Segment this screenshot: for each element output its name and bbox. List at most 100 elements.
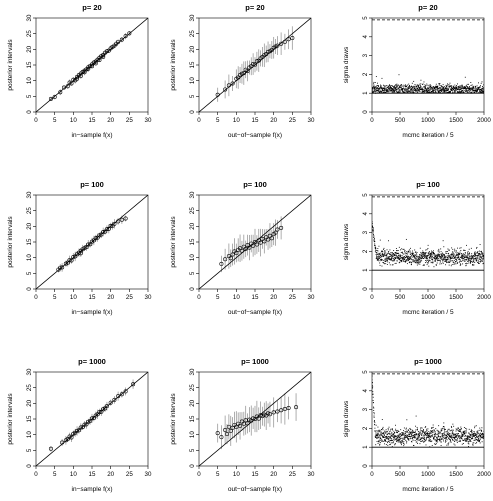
sigma-draw: [402, 435, 404, 437]
sigma-draw: [471, 431, 473, 433]
sigma-draw: [384, 436, 386, 438]
sigma-draw: [453, 89, 454, 91]
sigma-draw: [388, 439, 389, 441]
sigma-draw: [426, 262, 428, 264]
sigma-draw: [465, 89, 467, 91]
sigma-draw: [440, 89, 441, 91]
sigma-draw: [412, 87, 414, 89]
sigma-draw: [375, 434, 377, 436]
sigma-draw: [442, 259, 444, 261]
sigma-draw: [475, 258, 477, 260]
sigma-draw: [440, 441, 442, 443]
sigma-draw: [374, 420, 375, 421]
sigma-draw: [466, 90, 468, 92]
sigma-draw: [469, 255, 471, 257]
posterior-mean-point: [225, 432, 230, 437]
sigma-draw: [406, 86, 407, 87]
sigma-draw: [478, 262, 480, 264]
sigma-draw: [403, 257, 405, 259]
sigma-draw: [480, 433, 482, 435]
sigma-draw: [439, 89, 441, 91]
sigma-draw: [403, 253, 405, 255]
sigma-draw: [409, 254, 411, 255]
sigma-draw: [451, 252, 453, 254]
sigma-draw: [465, 438, 466, 440]
sigma-draw: [407, 89, 409, 91]
sigma-draw: [467, 260, 469, 261]
y-tick-label: 10: [26, 77, 33, 84]
sigma-draw: [422, 440, 424, 442]
x-axis-label: mcmc iteration / 5: [402, 309, 454, 316]
sigma-draw: [384, 436, 386, 438]
sigma-draw: [404, 432, 406, 434]
posterior-mean-point: [271, 410, 276, 415]
sigma-draw: [387, 258, 389, 260]
sigma-draw: [406, 419, 408, 421]
sigma-draw: [402, 442, 404, 444]
x-tick-label: 20: [107, 294, 114, 301]
sigma-draw: [475, 433, 477, 435]
sigma-draw: [460, 426, 462, 428]
sigma-draw: [459, 441, 461, 442]
y-tick-label: 3: [362, 407, 369, 411]
sigma-draw: [474, 254, 476, 256]
sigma-draw: [442, 255, 444, 257]
sigma-draw: [375, 436, 377, 438]
sigma-draw: [440, 263, 442, 265]
sigma-draw: [429, 255, 431, 257]
sigma-draw: [458, 87, 460, 89]
sigma-draw: [398, 74, 400, 76]
sigma-draw: [434, 443, 436, 445]
posterior-mean-point: [108, 400, 113, 405]
posterior-mean-point: [279, 41, 284, 46]
sigma-draw: [418, 431, 420, 433]
sigma-draw: [387, 87, 389, 89]
sigma-draw: [394, 438, 396, 440]
sigma-draw: [404, 250, 406, 252]
sigma-draw: [393, 88, 395, 90]
sigma-draw: [380, 84, 381, 86]
sigma-draw: [409, 250, 411, 252]
sigma-draw: [383, 433, 385, 435]
y-tick-label: 1: [362, 445, 369, 449]
sigma-draw: [447, 256, 449, 258]
sigma-draw: [414, 261, 416, 263]
sigma-draw: [467, 435, 469, 437]
identity-line: [199, 18, 311, 112]
sigma-draw: [417, 84, 419, 86]
sigma-draw: [427, 258, 429, 260]
sigma-draw: [477, 439, 479, 441]
posterior-mean-point: [247, 245, 252, 250]
sigma-draw: [424, 85, 426, 87]
sigma-draw: [462, 90, 464, 92]
sigma-draw: [432, 435, 434, 437]
sigma-draw: [372, 87, 374, 89]
sigma-draw: [379, 254, 381, 256]
sigma-draw: [379, 429, 381, 431]
sigma-draw: [458, 254, 460, 256]
posterior-mean-point: [230, 81, 235, 86]
sigma-draw: [382, 432, 384, 434]
sigma-draw: [450, 90, 452, 92]
sigma-draw: [469, 437, 471, 439]
sigma-draw: [385, 438, 387, 440]
sigma-draw: [397, 84, 399, 86]
sigma-draw: [393, 86, 394, 88]
sigma-draw: [395, 436, 397, 438]
sigma-draw: [431, 427, 432, 429]
sigma-draw: [403, 438, 405, 440]
sigma-draw: [426, 89, 427, 91]
x-tick-label: 25: [126, 117, 133, 124]
sigma-draw: [423, 429, 424, 430]
sigma-draw: [389, 433, 391, 435]
sigma-draw: [387, 89, 389, 91]
sigma-draw: [423, 435, 425, 437]
posterior-mean-point: [84, 422, 89, 427]
sigma-draw: [375, 254, 377, 255]
sigma-draw: [402, 438, 404, 440]
posterior-mean-point: [103, 229, 108, 234]
sigma-draw: [381, 255, 383, 257]
sigma-draw: [455, 86, 457, 88]
sigma-draw: [469, 92, 471, 94]
